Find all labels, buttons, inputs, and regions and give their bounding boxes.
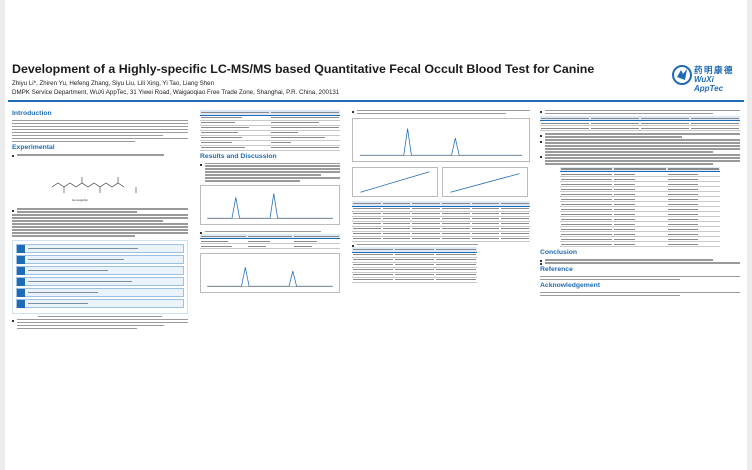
workflow-step: [16, 287, 184, 297]
logo-mark-icon: [672, 65, 692, 85]
column-4: Conclusion Reference Acknowledgement: [540, 108, 740, 298]
threshold-bullet: [540, 139, 740, 153]
svg-text:Hemoglobin: Hemoglobin: [72, 198, 88, 202]
calibration-curve-2: [442, 167, 528, 198]
application-bullet: [540, 154, 740, 165]
workflow-step: [16, 254, 184, 264]
workflow-step: [16, 243, 184, 253]
reference-text: [540, 275, 740, 280]
results-table: [200, 233, 340, 250]
validation-bullet: [540, 133, 740, 138]
workflow-step: [16, 298, 184, 308]
experimental-bullet: [12, 154, 188, 159]
logo-english-text: WuXi AppTec: [694, 75, 724, 93]
accuracy-table: [352, 201, 530, 242]
method-text: [12, 214, 188, 237]
linearity-table: [540, 115, 740, 132]
logo-chinese-text: 药明康德: [694, 66, 735, 76]
conclusion-bullet: [540, 259, 740, 264]
experimental-heading: Experimental: [12, 144, 55, 152]
chromatogram-figure: [200, 185, 340, 226]
figure-caption: [12, 315, 188, 318]
column-3: [352, 108, 530, 285]
poster-top-margin: [5, 0, 747, 52]
introduction-text: [12, 120, 188, 143]
results-heading: Results and Discussion: [200, 152, 277, 160]
calibration-curve-1: [352, 167, 438, 198]
workflow-step: [16, 265, 184, 275]
poster-title: Development of a Highly-specific LC-MS/M…: [12, 62, 595, 76]
results-bullet: [200, 162, 340, 182]
blank-matrix-chromatogram: [200, 253, 340, 294]
linear-range-bullet: [540, 109, 740, 114]
author-list: Zhiyu Li*, Zhiren Yu, Hefeng Zhang, Siyu…: [12, 80, 215, 87]
peptide-structure-figure: Hemoglobin: [51, 177, 137, 202]
wuxi-apptec-logo: 药明康德 WuXi AppTec: [672, 63, 742, 93]
canine-samples-table: [560, 166, 720, 248]
dilution-bullet: [352, 243, 530, 249]
acknowledgement-text: [540, 291, 740, 297]
method-bullet: [12, 208, 188, 213]
chromatography-bullet: [200, 230, 340, 236]
reference-heading: Reference: [540, 265, 573, 273]
title-divider: [8, 100, 744, 102]
ms-conditions-bullet: [12, 319, 188, 330]
workflow-diagram: [12, 239, 188, 314]
column-2: Results and Discussion: [200, 108, 340, 297]
conclusion-heading: Conclusion: [540, 249, 578, 257]
ms-parameters-table: [200, 110, 340, 151]
workflow-step: [16, 276, 184, 286]
specificity-chromatogram: [352, 117, 530, 162]
affiliation: DMPK Service Department, WuXi AppTec, 31…: [12, 89, 340, 96]
column-1: Introduction Experimental Hemoglobin: [12, 108, 188, 331]
dilution-table: [352, 247, 477, 283]
conclusion-bullet: [540, 262, 740, 267]
introduction-heading: Introduction: [12, 110, 52, 117]
acknowledgement-heading: Acknowledgement: [540, 281, 601, 289]
specificity-bullet: [352, 109, 530, 114]
